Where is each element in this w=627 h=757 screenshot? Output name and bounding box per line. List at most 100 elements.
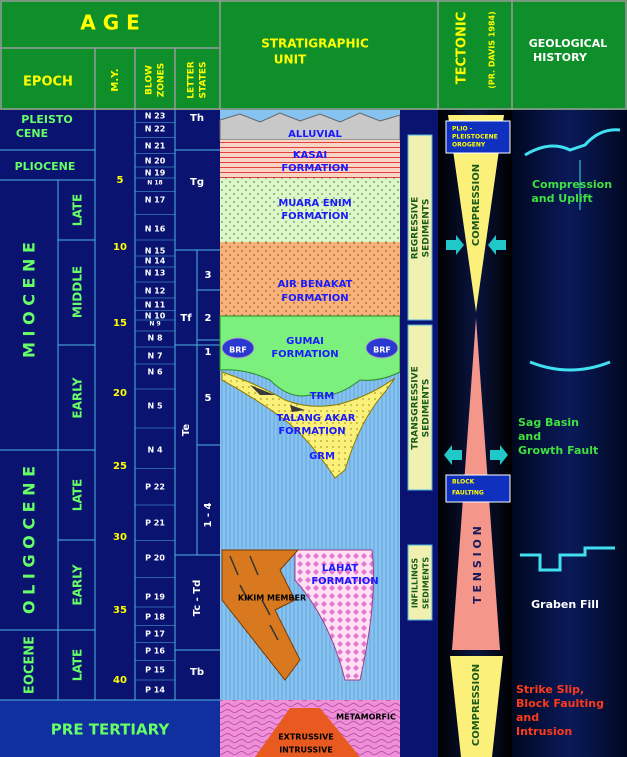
- pre-tertiary-bg: [0, 700, 220, 757]
- blow-zone: N 13: [145, 269, 166, 278]
- blow-zone: N 8: [147, 334, 162, 343]
- brf-body: [221, 337, 255, 359]
- letter-state: Tc - Td: [192, 580, 203, 617]
- blow-zone: P 21: [145, 519, 165, 528]
- letter-state: 5: [205, 393, 212, 404]
- intrusion-body: [255, 708, 360, 757]
- blow-zone: N 10: [145, 312, 166, 321]
- compression-wedge: [450, 656, 503, 757]
- blow-zone: N 6: [147, 368, 162, 377]
- my-label: 25: [113, 461, 127, 472]
- formation-label: FORMATION: [278, 426, 345, 437]
- blow-header: BLOW: [145, 65, 155, 95]
- blow-zone: P 22: [145, 483, 165, 492]
- history-label: Growth Fault: [518, 444, 598, 457]
- kikim-marks: [229, 555, 279, 641]
- kasai-layer: [220, 140, 400, 178]
- gumai-layer: [219, 315, 401, 397]
- blow-zone: N 16: [145, 225, 166, 234]
- history-label: and Uplift: [531, 192, 592, 205]
- formation-label: GRM: [309, 451, 335, 462]
- formation-label: TALANG AKAR: [277, 413, 356, 424]
- blow-zone: P 15: [145, 666, 165, 675]
- formation-label: FORMATION: [271, 349, 338, 360]
- history-header: HISTORY: [533, 51, 588, 64]
- formation-label: METAMORFIC: [336, 713, 396, 722]
- air-benakat-layer: [220, 242, 400, 316]
- my-label: 35: [113, 605, 127, 616]
- blow-zone: N 4: [147, 446, 162, 455]
- formation-label: INTRUSSIVE: [279, 746, 333, 755]
- blow-zone: P 18: [145, 613, 165, 622]
- compression-wedge: [448, 115, 504, 312]
- orogeny-box: [445, 120, 511, 154]
- sub-epoch: LATE: [71, 649, 85, 681]
- blow-zone: N 17: [145, 196, 166, 205]
- letter-state: 2: [205, 313, 212, 324]
- sediment-label: TRANSGRESSIVE: [411, 366, 421, 450]
- age-header: A G E: [80, 11, 139, 35]
- epoch-label: O L I G O C E N E: [20, 466, 39, 614]
- formation-label: TRM: [310, 391, 335, 402]
- blow-zone: N 11: [145, 301, 166, 310]
- strat-header: STRATIGRAPHIC: [261, 37, 369, 51]
- letter-state: 1 - 4: [203, 502, 214, 527]
- formation-label: EXTRUSSIVE: [278, 733, 334, 742]
- formation-label: MUARA ENIM: [278, 198, 351, 209]
- formation-label: FORMATION: [311, 576, 378, 587]
- sub-epoch: LATE: [71, 194, 85, 226]
- age-grid: [0, 110, 220, 701]
- brf-body: [365, 337, 399, 359]
- history-label: and: [518, 430, 541, 443]
- epoch-header: EPOCH: [23, 75, 73, 90]
- blow-zone: N 19: [145, 169, 166, 178]
- letter-state: Tg: [190, 177, 204, 188]
- strat-header: UNIT: [274, 53, 307, 67]
- my-header: M.Y.: [110, 68, 121, 91]
- epoch-label: PLIOCENE: [15, 160, 76, 173]
- sub-epoch: MIDDLE: [71, 266, 85, 318]
- tectonic-label: PLIO -: [452, 126, 473, 133]
- blow-zone: N 9: [149, 321, 160, 328]
- tectonic-label: OROGENY: [452, 142, 486, 149]
- muara-enim-layer: [220, 178, 400, 242]
- epoch-label: M I O C E N E: [20, 242, 39, 358]
- history-sketches: [520, 128, 621, 572]
- sediment-label: SEDIMENTS: [422, 379, 432, 438]
- tectonic-label: BLOCK: [452, 479, 475, 486]
- formation-label: GUMAI: [286, 336, 324, 347]
- history-label: Block Faulting: [516, 697, 604, 710]
- history-label: Intrusion: [516, 725, 572, 738]
- letter-state: Te: [181, 424, 192, 436]
- formation-label: FORMATION: [281, 163, 348, 174]
- trm-marks: [250, 385, 305, 412]
- letter-state: Th: [190, 113, 204, 124]
- formation-label: ALLUVIAL: [288, 129, 342, 140]
- sediment-box: [407, 544, 433, 621]
- talang-akar-layer: [221, 371, 396, 479]
- history-label: Strike Slip,: [516, 683, 584, 696]
- header-bg: [0, 0, 627, 110]
- history-bg: [512, 110, 627, 757]
- letter-state: Tf: [180, 313, 192, 324]
- blow-header: ZONES: [157, 63, 167, 97]
- formation-label: BRF: [373, 346, 391, 355]
- my-label: 20: [113, 388, 127, 399]
- epoch-label: PRE TERTIARY: [51, 721, 171, 739]
- blow-zone: N 14: [145, 257, 166, 266]
- my-label: 30: [113, 532, 127, 543]
- age-columns-bg: [0, 110, 220, 757]
- tectonic-header: TECTONIC: [455, 12, 470, 84]
- sub-epoch: EARLY: [71, 564, 85, 606]
- letter-state: 1: [205, 347, 212, 358]
- history-label: and: [516, 711, 539, 724]
- formation-label: LAHAT: [322, 563, 358, 574]
- formation-label: AIR BENAKAT: [278, 279, 353, 290]
- formation-label: KASAI: [293, 150, 327, 161]
- blow-zone: N 12: [145, 287, 166, 296]
- blow-zone: N 15: [145, 247, 166, 256]
- sub-epoch: LATE: [71, 479, 85, 511]
- letter-state: 3: [205, 270, 212, 281]
- history-label: Compression: [532, 178, 612, 191]
